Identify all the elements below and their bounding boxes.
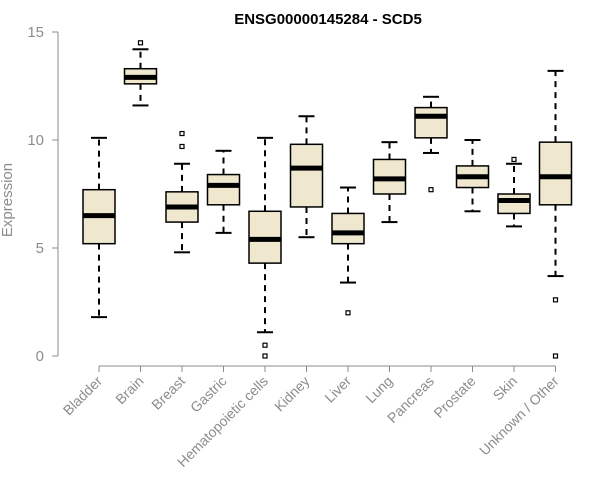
box-kidney (289, 115, 324, 239)
x-tick-label: Skin (490, 373, 521, 404)
box-brain (123, 40, 158, 107)
box-pancreas (414, 95, 448, 193)
x-tick-label: Unknown / Other (476, 373, 562, 459)
box-liver (331, 186, 365, 316)
box-breast (165, 130, 199, 254)
outlier-point (262, 342, 268, 348)
outlier-point (428, 187, 434, 193)
outlier-point (137, 40, 144, 46)
iqr-box (331, 212, 365, 245)
outlier-point (552, 353, 559, 359)
iqr-box (414, 106, 448, 139)
box-prostate (455, 139, 490, 213)
boxplot-series (82, 40, 573, 359)
iqr-box (497, 193, 531, 215)
box-gastric (206, 149, 241, 234)
outlier-point (345, 310, 351, 316)
box-skin (497, 156, 531, 228)
box-lung (372, 141, 407, 224)
chart-title: ENSG00000145284 - SCD5 (234, 11, 422, 28)
x-tick-label: Lung (362, 373, 395, 406)
outlier-point (511, 156, 517, 163)
y-tick-label: 15 (27, 24, 44, 41)
box-unknown-other (538, 69, 573, 359)
y-tick-label: 5 (36, 240, 44, 257)
outlier-point (552, 297, 559, 303)
x-tick-label: Kidney (271, 373, 313, 415)
y-axis: 0 5 10 15 (27, 24, 59, 365)
x-tick-label: Prostate (430, 373, 478, 421)
y-tick-label: 0 (36, 348, 44, 365)
box-bladder (82, 136, 116, 319)
x-tick-label: Bladder (60, 373, 106, 419)
outlier-point (179, 143, 185, 150)
iqr-box (206, 173, 241, 206)
box-hematopoietic-cells (248, 136, 282, 359)
outlier-point (262, 353, 268, 359)
outlier-point (179, 130, 185, 137)
x-tick-label: Liver (321, 373, 354, 406)
x-tick-label: Breast (148, 373, 188, 413)
y-tick-label: 10 (27, 132, 44, 149)
y-axis-label: Expression (0, 163, 16, 237)
iqr-box (289, 143, 324, 208)
x-tick-label: Brain (112, 373, 146, 407)
iqr-box (538, 141, 573, 206)
